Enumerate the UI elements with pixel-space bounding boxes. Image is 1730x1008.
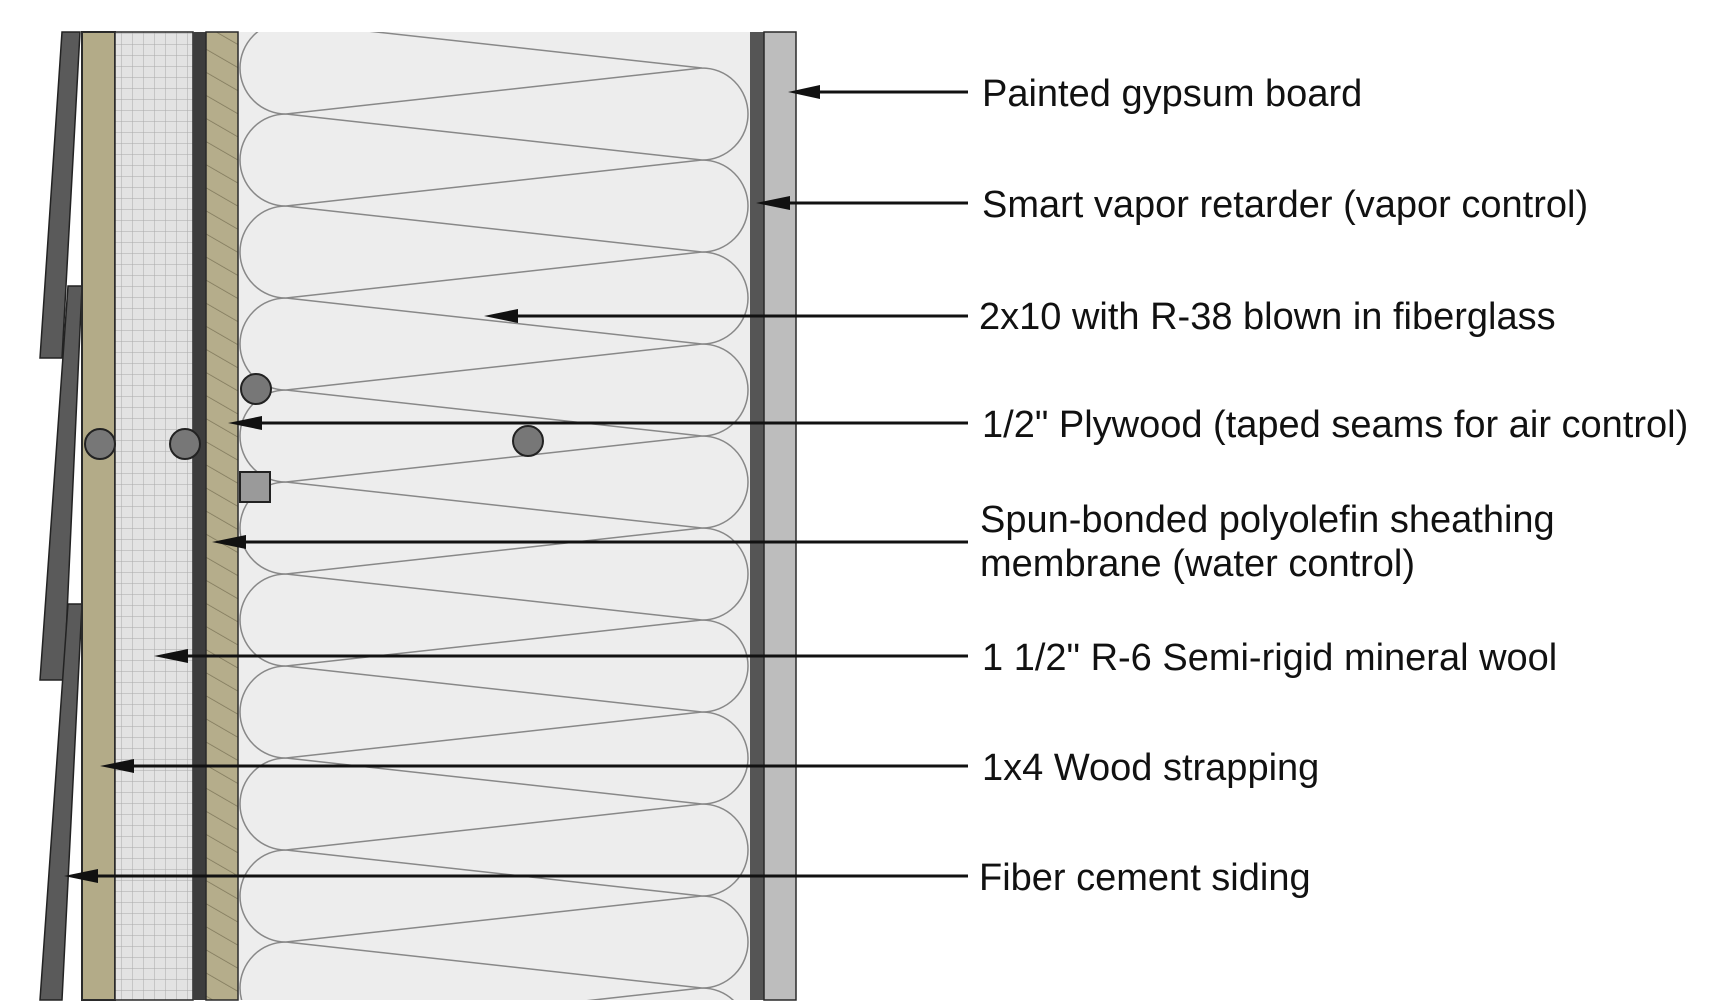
fastener-wool <box>169 428 201 460</box>
wood-strapping <box>81 31 116 1001</box>
vapor-retarder <box>750 32 764 1000</box>
leader-wool <box>154 649 968 663</box>
leader-gypsum <box>788 85 968 99</box>
fastener-cavity <box>512 425 544 457</box>
label-membrane-line2: membrane (water control) <box>980 543 1415 585</box>
siding-board <box>39 31 81 359</box>
fastener-plywood <box>240 373 272 405</box>
labels: Painted gypsum board Smart vapor retarde… <box>979 73 1688 899</box>
plywood-sheathing <box>205 31 239 1001</box>
fastener-square <box>239 471 271 503</box>
label-vapor: Smart vapor retarder (vapor control) <box>982 184 1588 226</box>
fastener-strapping <box>84 428 116 460</box>
leader-vapor <box>756 196 968 210</box>
leader-siding <box>64 869 968 883</box>
leader-membrane <box>212 535 968 549</box>
fasteners <box>84 373 544 503</box>
label-strapping: 1x4 Wood strapping <box>982 747 1319 789</box>
leader-lines <box>64 85 968 883</box>
label-membrane-line1: Spun-bonded polyolefin sheathing <box>980 499 1555 541</box>
batt-loops <box>239 32 749 1000</box>
cavity-fill <box>238 32 750 1000</box>
mineral-wool <box>114 31 194 1001</box>
leader-strapping <box>100 759 968 773</box>
leader-plywood <box>228 416 968 430</box>
siding-board <box>39 603 83 1001</box>
leader-cavity <box>484 309 968 323</box>
label-plywood: 1/2" Plywood (taped seams for air contro… <box>982 404 1688 446</box>
label-gypsum: Painted gypsum board <box>982 73 1362 115</box>
batt-loop-path <box>239 32 749 1000</box>
label-cavity: 2x10 with R-38 blown in fiberglass <box>979 296 1556 338</box>
label-wool: 1 1/2" R-6 Semi-rigid mineral wool <box>982 637 1557 679</box>
fiberglass-insulation <box>238 32 750 1000</box>
fiber-cement-siding <box>39 31 83 1001</box>
gypsum-board <box>763 31 797 1001</box>
label-siding: Fiber cement siding <box>979 857 1311 899</box>
sheathing-membrane <box>193 32 206 1000</box>
